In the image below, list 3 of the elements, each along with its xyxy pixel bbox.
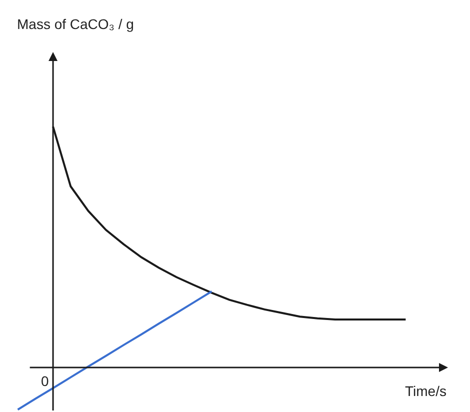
annotation: 0 bbox=[41, 373, 49, 389]
x-axis-title: Time/s bbox=[405, 383, 446, 399]
text: Mass of CaCO₃ / g bbox=[17, 16, 134, 32]
